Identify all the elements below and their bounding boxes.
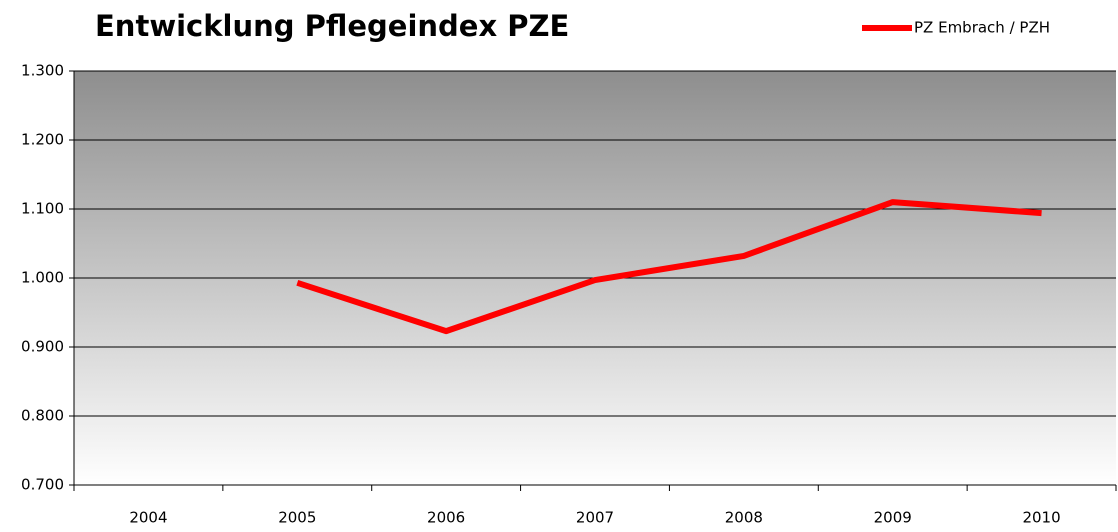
data-line bbox=[296, 199, 1042, 335]
x-tick-label: 2005 bbox=[278, 509, 316, 527]
chart-title: Entwicklung Pflegeindex PZE bbox=[95, 9, 569, 43]
y-tick-label: 1.300 bbox=[21, 62, 64, 80]
y-tick-label: 0.800 bbox=[21, 407, 64, 425]
y-tick-label: 0.900 bbox=[21, 338, 64, 356]
y-tick-label: 1.000 bbox=[21, 269, 64, 287]
y-tick-label: 0.700 bbox=[21, 476, 64, 494]
legend-label: PZ Embrach / PZH bbox=[914, 19, 1050, 37]
y-tick-label: 1.100 bbox=[21, 200, 64, 218]
x-tick-label: 2009 bbox=[874, 509, 912, 527]
x-tick-label: 2006 bbox=[427, 509, 465, 527]
y-tick-label: 1.200 bbox=[21, 131, 64, 149]
x-tick-label: 2004 bbox=[129, 509, 167, 527]
x-tick-label: 2008 bbox=[725, 509, 763, 527]
x-tick-label: 2010 bbox=[1022, 509, 1060, 527]
x-tick-label: 2007 bbox=[576, 509, 614, 527]
